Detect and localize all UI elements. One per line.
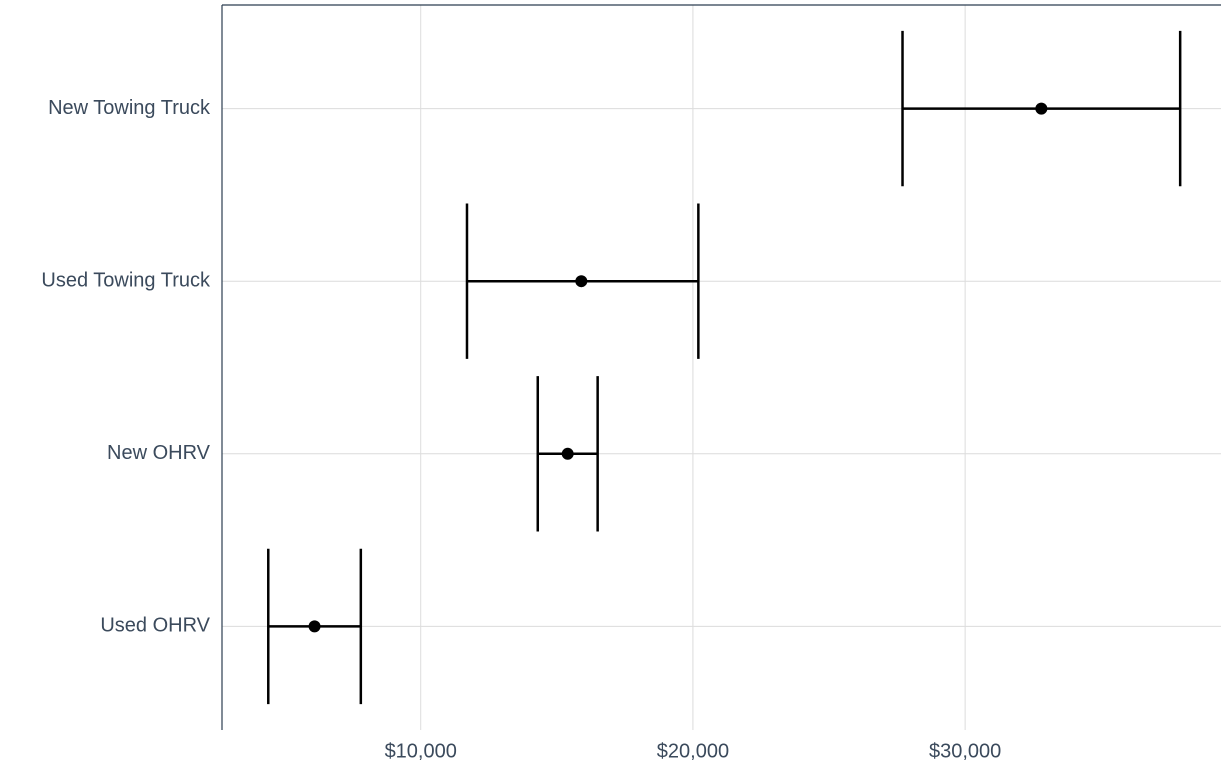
y-tick-label: New Towing Truck [48, 97, 211, 119]
point [575, 275, 588, 288]
point [1035, 102, 1048, 115]
y-tick-label: Used Towing Truck [41, 269, 211, 291]
x-tick-label: $20,000 [657, 740, 729, 762]
y-tick-label: New OHRV [107, 442, 211, 464]
point [308, 620, 321, 633]
x-tick-label: $30,000 [929, 740, 1001, 762]
point [561, 447, 574, 460]
y-tick-label: Used OHRV [100, 615, 210, 637]
x-tick-label: $10,000 [385, 740, 457, 762]
